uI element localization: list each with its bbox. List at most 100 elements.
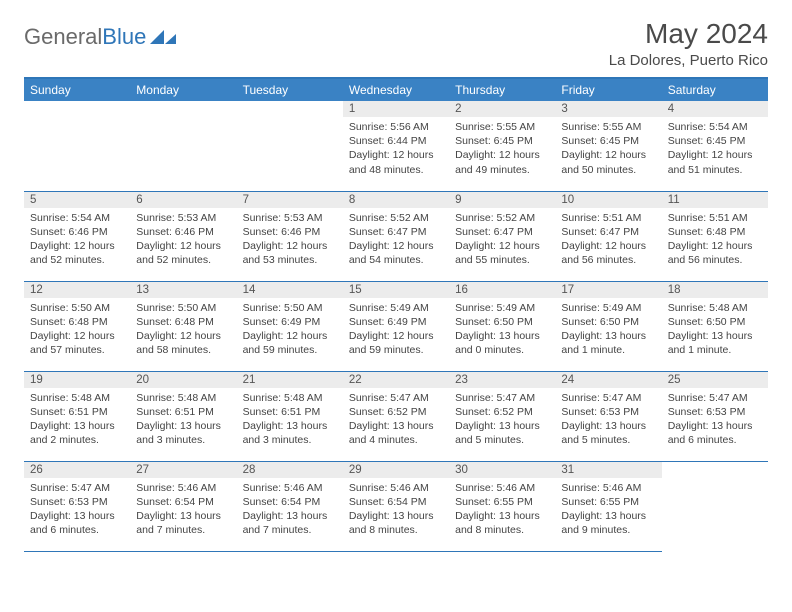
daylight-line: Daylight: 13 hours and 3 minutes. <box>136 419 230 447</box>
weekday-header: Friday <box>555 79 661 101</box>
daylight-line: Daylight: 12 hours and 58 minutes. <box>136 329 230 357</box>
calendar-cell: 7Sunrise: 5:53 AMSunset: 6:46 PMDaylight… <box>237 191 343 281</box>
day-data: Sunrise: 5:54 AMSunset: 6:45 PMDaylight:… <box>662 117 768 183</box>
calendar-cell: 2Sunrise: 5:55 AMSunset: 6:45 PMDaylight… <box>449 101 555 191</box>
calendar-cell: 8Sunrise: 5:52 AMSunset: 6:47 PMDaylight… <box>343 191 449 281</box>
sunrise-line: Sunrise: 5:48 AM <box>136 391 230 405</box>
daylight-line: Daylight: 12 hours and 57 minutes. <box>30 329 124 357</box>
sunrise-line: Sunrise: 5:53 AM <box>243 211 337 225</box>
sunrise-line: Sunrise: 5:56 AM <box>349 120 443 134</box>
sunset-line: Sunset: 6:54 PM <box>349 495 443 509</box>
day-data: Sunrise: 5:50 AMSunset: 6:49 PMDaylight:… <box>237 298 343 364</box>
weekday-header: Thursday <box>449 79 555 101</box>
day-number: 9 <box>449 192 555 208</box>
daylight-line: Daylight: 13 hours and 7 minutes. <box>136 509 230 537</box>
day-data: Sunrise: 5:47 AMSunset: 6:53 PMDaylight:… <box>662 388 768 454</box>
header: GeneralBlue May 2024 La Dolores, Puerto … <box>24 18 768 69</box>
sunset-line: Sunset: 6:52 PM <box>349 405 443 419</box>
sunrise-line: Sunrise: 5:46 AM <box>349 481 443 495</box>
brand-logo: GeneralBlue <box>24 18 176 50</box>
calendar-cell: 28Sunrise: 5:46 AMSunset: 6:54 PMDayligh… <box>237 461 343 551</box>
daylight-line: Daylight: 13 hours and 5 minutes. <box>455 419 549 447</box>
location: La Dolores, Puerto Rico <box>609 52 768 69</box>
calendar-cell <box>662 461 768 551</box>
day-data: Sunrise: 5:49 AMSunset: 6:49 PMDaylight:… <box>343 298 449 364</box>
sunset-line: Sunset: 6:45 PM <box>455 134 549 148</box>
sunset-line: Sunset: 6:45 PM <box>561 134 655 148</box>
day-data: Sunrise: 5:52 AMSunset: 6:47 PMDaylight:… <box>449 208 555 274</box>
sunrise-line: Sunrise: 5:49 AM <box>561 301 655 315</box>
day-data: Sunrise: 5:55 AMSunset: 6:45 PMDaylight:… <box>555 117 661 183</box>
sunrise-line: Sunrise: 5:51 AM <box>668 211 762 225</box>
sunset-line: Sunset: 6:47 PM <box>561 225 655 239</box>
calendar-header-row: SundayMondayTuesdayWednesdayThursdayFrid… <box>24 79 768 101</box>
day-number: 20 <box>130 372 236 388</box>
day-data: Sunrise: 5:53 AMSunset: 6:46 PMDaylight:… <box>130 208 236 274</box>
sunset-line: Sunset: 6:44 PM <box>349 134 443 148</box>
day-number: 11 <box>662 192 768 208</box>
calendar-week-row: 1Sunrise: 5:56 AMSunset: 6:44 PMDaylight… <box>24 101 768 191</box>
day-number: 18 <box>662 282 768 298</box>
sunset-line: Sunset: 6:55 PM <box>455 495 549 509</box>
sunrise-line: Sunrise: 5:47 AM <box>455 391 549 405</box>
day-number: 5 <box>24 192 130 208</box>
sunrise-line: Sunrise: 5:50 AM <box>136 301 230 315</box>
day-number: 4 <box>662 101 768 117</box>
calendar-cell: 9Sunrise: 5:52 AMSunset: 6:47 PMDaylight… <box>449 191 555 281</box>
sunset-line: Sunset: 6:46 PM <box>136 225 230 239</box>
calendar-cell: 26Sunrise: 5:47 AMSunset: 6:53 PMDayligh… <box>24 461 130 551</box>
sunrise-line: Sunrise: 5:48 AM <box>668 301 762 315</box>
calendar-cell: 18Sunrise: 5:48 AMSunset: 6:50 PMDayligh… <box>662 281 768 371</box>
daylight-line: Daylight: 12 hours and 59 minutes. <box>243 329 337 357</box>
day-data: Sunrise: 5:50 AMSunset: 6:48 PMDaylight:… <box>130 298 236 364</box>
calendar-cell: 4Sunrise: 5:54 AMSunset: 6:45 PMDaylight… <box>662 101 768 191</box>
day-data: Sunrise: 5:47 AMSunset: 6:53 PMDaylight:… <box>24 478 130 544</box>
day-data: Sunrise: 5:46 AMSunset: 6:54 PMDaylight:… <box>130 478 236 544</box>
calendar-cell: 13Sunrise: 5:50 AMSunset: 6:48 PMDayligh… <box>130 281 236 371</box>
day-data: Sunrise: 5:56 AMSunset: 6:44 PMDaylight:… <box>343 117 449 183</box>
sunset-line: Sunset: 6:49 PM <box>243 315 337 329</box>
sunrise-line: Sunrise: 5:51 AM <box>561 211 655 225</box>
sunset-line: Sunset: 6:46 PM <box>243 225 337 239</box>
daylight-line: Daylight: 13 hours and 8 minutes. <box>455 509 549 537</box>
day-number: 21 <box>237 372 343 388</box>
weekday-header: Monday <box>130 79 236 101</box>
day-data: Sunrise: 5:55 AMSunset: 6:45 PMDaylight:… <box>449 117 555 183</box>
sunset-line: Sunset: 6:55 PM <box>561 495 655 509</box>
calendar-cell: 29Sunrise: 5:46 AMSunset: 6:54 PMDayligh… <box>343 461 449 551</box>
day-data: Sunrise: 5:48 AMSunset: 6:51 PMDaylight:… <box>24 388 130 454</box>
daylight-line: Daylight: 13 hours and 9 minutes. <box>561 509 655 537</box>
brand-part1: General <box>24 24 102 50</box>
day-number: 1 <box>343 101 449 117</box>
daylight-line: Daylight: 13 hours and 2 minutes. <box>30 419 124 447</box>
calendar-cell: 19Sunrise: 5:48 AMSunset: 6:51 PMDayligh… <box>24 371 130 461</box>
calendar-cell: 21Sunrise: 5:48 AMSunset: 6:51 PMDayligh… <box>237 371 343 461</box>
day-data: Sunrise: 5:50 AMSunset: 6:48 PMDaylight:… <box>24 298 130 364</box>
daylight-line: Daylight: 12 hours and 50 minutes. <box>561 148 655 176</box>
day-data: Sunrise: 5:53 AMSunset: 6:46 PMDaylight:… <box>237 208 343 274</box>
calendar-cell: 22Sunrise: 5:47 AMSunset: 6:52 PMDayligh… <box>343 371 449 461</box>
day-number: 22 <box>343 372 449 388</box>
day-data: Sunrise: 5:54 AMSunset: 6:46 PMDaylight:… <box>24 208 130 274</box>
calendar-cell: 23Sunrise: 5:47 AMSunset: 6:52 PMDayligh… <box>449 371 555 461</box>
day-data: Sunrise: 5:46 AMSunset: 6:55 PMDaylight:… <box>449 478 555 544</box>
day-number: 24 <box>555 372 661 388</box>
calendar-cell: 5Sunrise: 5:54 AMSunset: 6:46 PMDaylight… <box>24 191 130 281</box>
calendar-cell: 1Sunrise: 5:56 AMSunset: 6:44 PMDaylight… <box>343 101 449 191</box>
daylight-line: Daylight: 13 hours and 7 minutes. <box>243 509 337 537</box>
sunset-line: Sunset: 6:51 PM <box>243 405 337 419</box>
daylight-line: Daylight: 13 hours and 4 minutes. <box>349 419 443 447</box>
day-data: Sunrise: 5:47 AMSunset: 6:52 PMDaylight:… <box>449 388 555 454</box>
sunset-line: Sunset: 6:50 PM <box>561 315 655 329</box>
calendar-week-row: 26Sunrise: 5:47 AMSunset: 6:53 PMDayligh… <box>24 461 768 551</box>
day-number: 12 <box>24 282 130 298</box>
day-data: Sunrise: 5:51 AMSunset: 6:48 PMDaylight:… <box>662 208 768 274</box>
calendar-cell <box>237 101 343 191</box>
daylight-line: Daylight: 13 hours and 3 minutes. <box>243 419 337 447</box>
daylight-line: Daylight: 13 hours and 1 minute. <box>561 329 655 357</box>
sunset-line: Sunset: 6:47 PM <box>349 225 443 239</box>
day-data: Sunrise: 5:46 AMSunset: 6:54 PMDaylight:… <box>237 478 343 544</box>
calendar-cell: 11Sunrise: 5:51 AMSunset: 6:48 PMDayligh… <box>662 191 768 281</box>
daylight-line: Daylight: 12 hours and 48 minutes. <box>349 148 443 176</box>
sunset-line: Sunset: 6:53 PM <box>668 405 762 419</box>
